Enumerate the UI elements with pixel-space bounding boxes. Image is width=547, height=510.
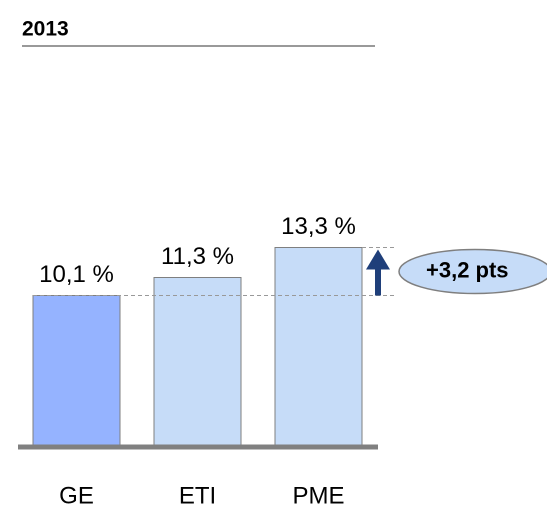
x-tick-label: ETI — [179, 482, 216, 509]
value-label: 11,3 % — [161, 243, 234, 270]
x-tick-label: PME — [292, 482, 344, 509]
value-label: 10,1 % — [39, 261, 114, 288]
annotation: +3,2 pts — [426, 257, 509, 282]
arrow-head — [366, 249, 390, 270]
x-tick-label: GE — [59, 482, 94, 509]
bar — [274, 247, 363, 448]
value-label: 13,3 % — [281, 213, 356, 240]
chart-title: 2013 — [22, 18, 69, 41]
bar — [32, 295, 121, 448]
bar — [153, 277, 242, 448]
annotation-bubble — [398, 248, 547, 295]
